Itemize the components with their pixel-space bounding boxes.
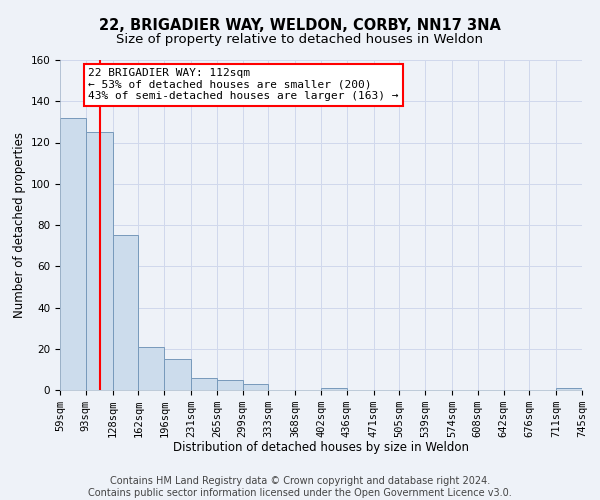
- Bar: [86, 132, 113, 390]
- Bar: [242, 384, 268, 390]
- Bar: [139, 346, 164, 390]
- X-axis label: Distribution of detached houses by size in Weldon: Distribution of detached houses by size …: [173, 442, 469, 454]
- Bar: [191, 378, 217, 390]
- Bar: [164, 359, 191, 390]
- Bar: [556, 388, 582, 390]
- Text: 22, BRIGADIER WAY, WELDON, CORBY, NN17 3NA: 22, BRIGADIER WAY, WELDON, CORBY, NN17 3…: [99, 18, 501, 32]
- Text: Contains HM Land Registry data © Crown copyright and database right 2024.
Contai: Contains HM Land Registry data © Crown c…: [88, 476, 512, 498]
- Y-axis label: Number of detached properties: Number of detached properties: [13, 132, 26, 318]
- Text: 22 BRIGADIER WAY: 112sqm
← 53% of detached houses are smaller (200)
43% of semi-: 22 BRIGADIER WAY: 112sqm ← 53% of detach…: [88, 68, 398, 102]
- Bar: [113, 236, 139, 390]
- Bar: [217, 380, 242, 390]
- Bar: [321, 388, 347, 390]
- Text: Size of property relative to detached houses in Weldon: Size of property relative to detached ho…: [116, 32, 484, 46]
- Bar: [60, 118, 86, 390]
